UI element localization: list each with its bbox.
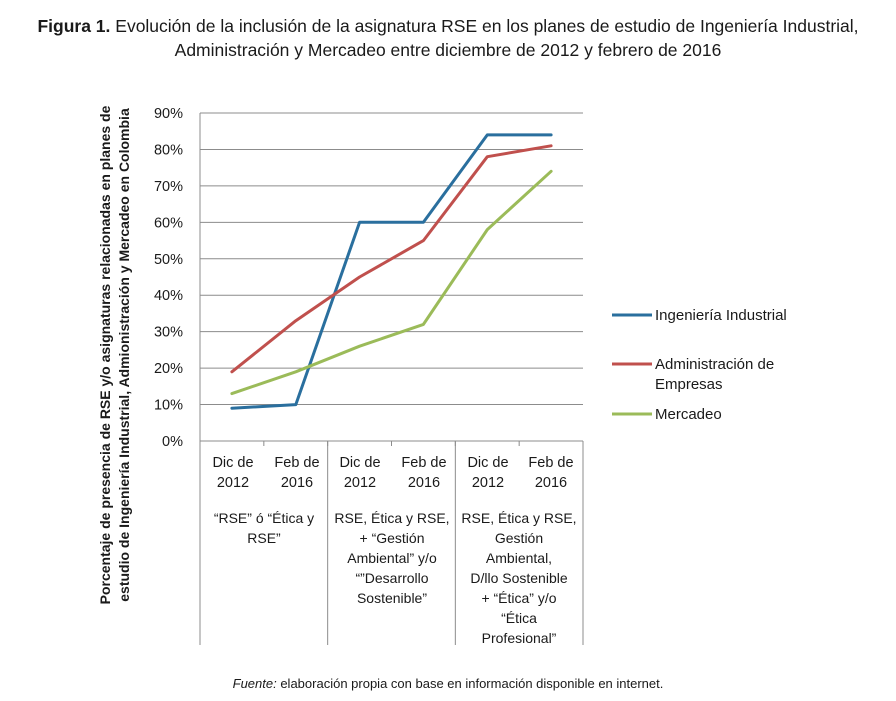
legend-label-administracion-1: Administración de — [655, 356, 774, 373]
group-label-rse: “RSE” ó “Ética y RSE” — [213, 510, 315, 546]
caption-text-1: Evolución de la inclusión de la asignatu… — [110, 16, 859, 36]
y-tick-label: 40% — [154, 288, 183, 304]
source-note: Fuente: elaboración propia con base en i… — [0, 676, 896, 691]
series-line-0 — [230, 133, 553, 410]
group-label-etica-profesional: RSE, Ética y RSE, Gestión Ambiental, D/l… — [461, 510, 577, 646]
group-label-gestion: RSE, Ética y RSE, + “Gestión Ambiental” … — [334, 510, 450, 606]
y-axis-label-line-2: estudio de Ingeniería Industrial, Admion… — [116, 108, 132, 602]
category-separators — [327, 441, 456, 645]
category-label: Feb de 2016 — [401, 455, 447, 491]
y-tick-label: 10% — [154, 398, 183, 414]
source-label: Fuente: — [232, 676, 277, 691]
y-axis-label-line-1: Porcentaje de presencia de RSE y/o asign… — [97, 105, 113, 604]
category-label: Feb de 2016 — [528, 455, 574, 491]
series-lines — [230, 133, 553, 410]
y-tick-label: 70% — [154, 179, 183, 195]
legend-label-mercadeo: Mercadeo — [655, 406, 722, 423]
y-tick-labels: 0% 10% 20% 30% 40% 50% 60% 70% 80% 90% — [154, 106, 183, 450]
category-label: Dic de 2012 — [467, 455, 509, 491]
legend-label-administracion-2: Empresas — [655, 376, 723, 393]
legend-label-ingenieria: Ingeniería Industrial — [655, 307, 787, 324]
figure-caption: Figura 1. Evolución de la inclusión de l… — [0, 14, 896, 62]
y-tick-label: 80% — [154, 142, 183, 158]
caption-label: Figura 1. — [37, 16, 111, 36]
series-line-2 — [230, 169, 553, 396]
y-tick-label: 20% — [154, 361, 183, 377]
caption-line-1: Figura 1. Evolución de la inclusión de l… — [0, 14, 896, 38]
category-label: Dic de 2012 — [339, 455, 381, 491]
y-tick-label: 50% — [154, 252, 183, 268]
y-tick-label: 90% — [154, 106, 183, 122]
series-line-1 — [230, 144, 553, 374]
y-tick-label: 0% — [162, 434, 183, 450]
y-tick-label: 30% — [154, 325, 183, 341]
y-tick-label: 60% — [154, 215, 183, 231]
category-label: Dic de 2012 — [212, 455, 254, 491]
legend: Ingeniería Industrial Administración de … — [612, 307, 787, 423]
category-label: Feb de 2016 — [274, 455, 320, 491]
caption-line-2: Administración y Mercadeo entre diciembr… — [174, 40, 722, 60]
y-axis-label: Porcentaje de presencia de RSE y/o asign… — [97, 105, 132, 604]
source-text: elaboración propia con base en informaci… — [276, 676, 664, 691]
gridlines — [199, 112, 584, 645]
